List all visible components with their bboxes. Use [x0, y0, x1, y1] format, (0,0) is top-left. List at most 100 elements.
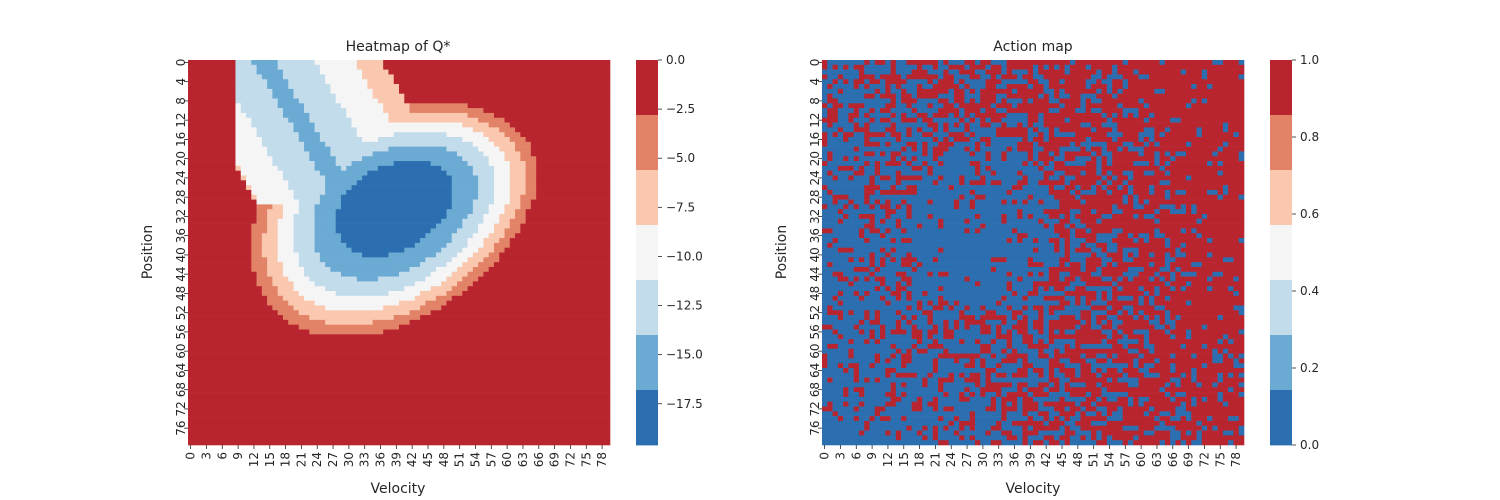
action-cell-run	[990, 266, 997, 273]
q-heatmap-cell-run	[188, 406, 611, 412]
q-heatmap-cell-run	[188, 161, 236, 167]
action-cell-run	[1064, 430, 1076, 436]
action-cell-run	[1011, 420, 1044, 427]
action-cell-run	[932, 430, 939, 436]
q-heatmap-cell-run	[441, 218, 463, 224]
action-cell-run	[827, 74, 839, 80]
action-cell-run	[906, 315, 912, 321]
action-cell-run	[1133, 214, 1139, 220]
q-heatmap-cell-run	[488, 204, 505, 210]
action-cell-run	[1096, 238, 1113, 244]
q-heatmap-cell-run	[188, 117, 236, 123]
action-cell-run	[1054, 156, 1065, 162]
action-y-tick-label: 20	[808, 151, 822, 166]
action-cell-run	[832, 199, 839, 205]
q-x-tick-label: 72	[563, 452, 577, 467]
q-heatmap-cell-run	[188, 377, 611, 383]
action-cell-run	[890, 141, 907, 147]
q-heatmap-cell-run	[272, 281, 294, 287]
action-x-tick-label: 24	[944, 452, 958, 467]
q-heatmap-cell-run	[235, 93, 273, 99]
action-cell-run	[1006, 214, 1018, 220]
action-map-panel: Action map 0 3 6 9 12 15 18 21 24 27 30 33 36 39 42 45 4…	[774, 39, 1319, 497]
action-cell-run	[1127, 440, 1134, 446]
q-heatmap-cell-run	[235, 103, 242, 109]
action-cell-run	[922, 310, 934, 316]
action-cell-run	[922, 64, 934, 70]
q-heatmap-cell-run	[298, 132, 321, 138]
q-heatmap-cell-run	[261, 74, 284, 80]
action-cell-run	[1043, 435, 1055, 441]
q-heatmap-cell-run	[515, 233, 611, 239]
q-heatmap-cell-run	[267, 257, 278, 263]
action-cell-run	[1027, 257, 1034, 263]
action-cell-run	[1027, 156, 1034, 162]
action-cell-run	[1091, 137, 1113, 143]
action-cell-run	[1159, 156, 1171, 162]
action-cell-run	[1091, 146, 1102, 152]
action-cell-run	[1075, 339, 1102, 345]
q-heatmap-cell-run	[277, 286, 294, 292]
action-cell-run	[1196, 218, 1203, 224]
action-cell-run	[1033, 425, 1060, 431]
action-cell-run	[1001, 295, 1007, 301]
action-cell-run	[1217, 146, 1224, 152]
action-cell-run	[1222, 358, 1234, 364]
action-cell-run	[858, 392, 865, 398]
q-heatmap-cell-run	[451, 199, 474, 205]
action-cell-run	[1217, 170, 1224, 176]
action-cell-run	[1027, 233, 1060, 239]
action-cell-run	[922, 84, 934, 90]
action-cell-run	[1201, 382, 1213, 388]
action-cell-run	[1001, 440, 1023, 446]
action-cell-run	[858, 204, 870, 210]
q-heatmap-cell-run	[282, 262, 300, 268]
action-cell-run	[1091, 98, 1102, 104]
action-cell-run	[1207, 416, 1213, 422]
action-cell-run	[1133, 401, 1139, 407]
action-cell-run	[864, 310, 870, 316]
action-cell-run	[1064, 175, 1076, 181]
action-cell-run	[1149, 315, 1155, 321]
action-cell-run	[1085, 300, 1092, 306]
action-cell-run	[1085, 137, 1092, 143]
action-cell-run	[1027, 324, 1034, 330]
action-cell-run	[1180, 430, 1187, 436]
action-cell-run	[1091, 228, 1113, 234]
action-cell-run	[874, 315, 881, 321]
action-cell-run	[901, 435, 923, 441]
q-heatmap-cell-run	[414, 295, 437, 301]
action-cell-run	[1112, 117, 1145, 123]
action-cell-run	[1048, 353, 1055, 359]
action-cell-run	[885, 132, 891, 138]
q-heatmap-cell-run	[256, 281, 273, 287]
action-cell-run	[890, 60, 897, 66]
action-cell-run	[953, 137, 971, 143]
action-cell-run	[1175, 363, 1203, 369]
action-cell-run	[1201, 425, 1208, 431]
action-cell-run	[1085, 257, 1102, 263]
action-cell-run	[1080, 185, 1092, 191]
q-heatmap-cell-run	[462, 156, 489, 162]
action-cell-run	[1159, 180, 1171, 186]
q-heatmap-cell-run	[188, 79, 236, 85]
action-cell-run	[1054, 310, 1081, 316]
action-cell-run	[985, 141, 992, 147]
action-cell-run	[1222, 185, 1229, 191]
q-heatmap-cell-run	[420, 315, 611, 321]
action-cell-run	[1233, 372, 1240, 378]
q-heatmap-cell-run	[430, 286, 453, 292]
action-cell-run	[1228, 348, 1245, 354]
action-cell-run	[843, 103, 849, 109]
action-y-tick-label: 8	[808, 97, 822, 105]
action-cell-run	[1064, 180, 1071, 186]
q-heatmap-cell-run	[188, 276, 257, 282]
action-cell-run	[1017, 291, 1029, 297]
action-cell-run	[1101, 151, 1113, 157]
action-cell-run	[837, 363, 844, 369]
action-cell-run	[938, 74, 944, 80]
q-heatmap-cell-run	[478, 146, 500, 152]
q-heatmap-cell-run	[383, 64, 611, 70]
action-cell-run	[1106, 180, 1113, 186]
